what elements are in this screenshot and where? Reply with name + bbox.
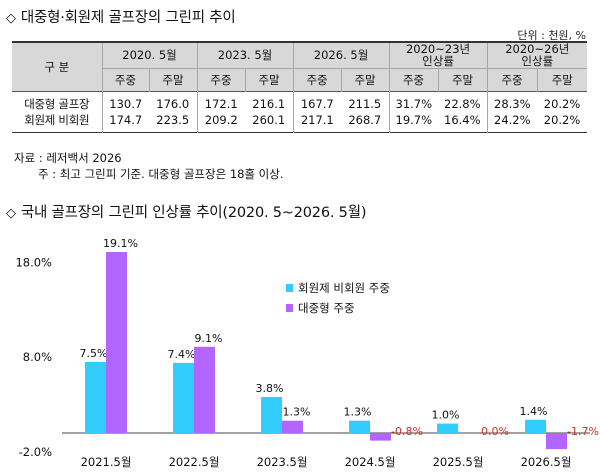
header-gubun: 구 분: [12, 42, 103, 91]
table-cell: 24.2%: [494, 113, 531, 128]
x-tick-label: 2023.5월: [257, 455, 308, 469]
bar-public-5: [546, 433, 567, 450]
greenfee-table: 구 분 2020. 5월 2023. 5월 2026. 5월 2020~23년 인…: [12, 41, 588, 133]
section-title-rate: ◇ 국내 골프장의 그린피 인상률 추이(2020. 5~2026. 5월): [6, 201, 367, 222]
section-title-text: 대중형·회원제 골프장의 그린피 추이: [20, 10, 236, 26]
bar-public-3: [370, 433, 391, 441]
row-label: 회원제 비회원: [12, 112, 103, 132]
x-tick-label: 2021.5월: [81, 455, 132, 469]
table-row: 회원제 비회원 174.7 223.5 209.2 260.1 217.1 26…: [12, 112, 587, 132]
subheader-weekday: 주중: [293, 68, 342, 91]
data-label: 1.0%: [432, 409, 460, 422]
legend-label: 대중형 주중: [298, 301, 355, 315]
y-tick-label: -2.0%: [19, 445, 52, 459]
bar-member-2: [261, 397, 282, 434]
diamond-icon: ◇: [6, 206, 16, 221]
table-cell: 217.1: [300, 113, 334, 128]
data-label: 3.8%: [256, 382, 284, 395]
subheader-weekday: 주중: [102, 68, 150, 91]
table-cell: 211.5: [341, 91, 390, 112]
data-label: 7.5%: [80, 347, 108, 360]
legend-swatch: [286, 304, 293, 312]
subheader-weekend: 주말: [341, 68, 390, 91]
table-cell: 176.0: [149, 91, 198, 112]
data-label: -0.8%: [391, 425, 423, 438]
x-tick-label: 2025.5월: [433, 455, 484, 469]
table-cell: 20.2%: [543, 96, 581, 111]
header-period-2023: 2023. 5월: [197, 42, 294, 69]
table-cell: 174.7: [109, 113, 143, 128]
table-cell: 209.2: [204, 113, 238, 128]
bar-member-0: [85, 361, 106, 434]
data-label: 1.3%: [344, 406, 372, 419]
table-cell: 130.7: [109, 96, 143, 111]
legend-label: 회원제 비회원 주중: [298, 281, 390, 295]
data-label: 1.3%: [283, 406, 311, 419]
rate-bar-chart: 18.0% 8.0% -2.0% 7.5% 19.1% 2021.5월 7.4% 9.1% 20…: [15, 237, 599, 469]
header-period-2026: 2026. 5월: [293, 42, 390, 69]
section-title-greenfee: ◇ 대중형·회원제 골프장의 그린피 추이: [6, 6, 236, 27]
subheader-weekend: 주말: [149, 68, 198, 91]
header-rate-2020-26: 2020~26년 인상률: [487, 42, 588, 69]
table-cell: 19.7%: [395, 113, 433, 128]
bar-member-3: [349, 420, 370, 434]
unit-label: 단위 : 천원, %: [517, 29, 586, 42]
row-label: 대중형 골프장: [12, 91, 103, 112]
legend-swatch: [286, 284, 293, 292]
subheader-weekend: 주말: [551, 72, 573, 87]
header-rate-2020-23: 2020~23년 인상률: [389, 42, 488, 69]
x-tick-label: 2026.5월: [521, 455, 572, 469]
data-label: 7.4%: [168, 348, 196, 361]
data-label: 19.1%: [103, 237, 138, 250]
table-cell: 216.1: [245, 91, 294, 112]
section-title-text: 국내 골프장의 그린피 인상률 추이(2020. 5~2026. 5월): [20, 205, 367, 221]
source-note: 자료 : 레저백서 2026: [14, 151, 122, 165]
subheader-weekday: 주중: [389, 68, 439, 91]
subheader-weekday: 주중: [197, 68, 246, 91]
table-cell: 31.7%: [395, 96, 433, 111]
subheader-weekend: 주말: [438, 68, 488, 91]
x-tick-label: 2024.5월: [345, 455, 396, 469]
bar-member-5: [525, 419, 546, 434]
header-period-2020: 2020. 5월: [102, 42, 198, 69]
table-cell: 28.3%: [494, 96, 531, 111]
x-tick-label: 2022.5월: [169, 455, 220, 469]
table-cell: 223.5: [149, 112, 198, 132]
y-tick-label: 8.0%: [23, 350, 52, 364]
table-cell: 20.2%: [543, 113, 581, 128]
table-cell: 260.1: [245, 112, 294, 132]
subheader-weekend: 주말: [245, 68, 294, 91]
table-cell: 268.7: [341, 112, 390, 132]
diamond-icon: ◇: [6, 11, 16, 26]
bar-public-1: [194, 346, 215, 434]
data-label: 0.0%: [481, 425, 509, 438]
data-label: 9.1%: [195, 332, 223, 345]
bar-member-1: [173, 362, 194, 434]
footnote: 주 : 최고 그린피 기준. 대중형 골프장은 18홀 이상.: [38, 167, 284, 181]
table-cell: 167.7: [300, 96, 334, 111]
data-label: 1.4%: [520, 405, 548, 418]
bar-member-4: [437, 423, 458, 434]
bar-public-0: [106, 252, 127, 434]
table-cell: 22.8%: [438, 91, 488, 112]
table-cell: 172.1: [204, 96, 238, 111]
bar-public-2: [282, 420, 303, 434]
subheader-weekday: 주중: [487, 68, 538, 91]
table-cell: 16.4%: [438, 112, 488, 132]
data-label: -1.7%: [567, 425, 599, 438]
y-tick-label: 18.0%: [15, 255, 52, 269]
table-row: 대중형 골프장 130.7 176.0 172.1 216.1 167.7 21…: [12, 91, 587, 112]
